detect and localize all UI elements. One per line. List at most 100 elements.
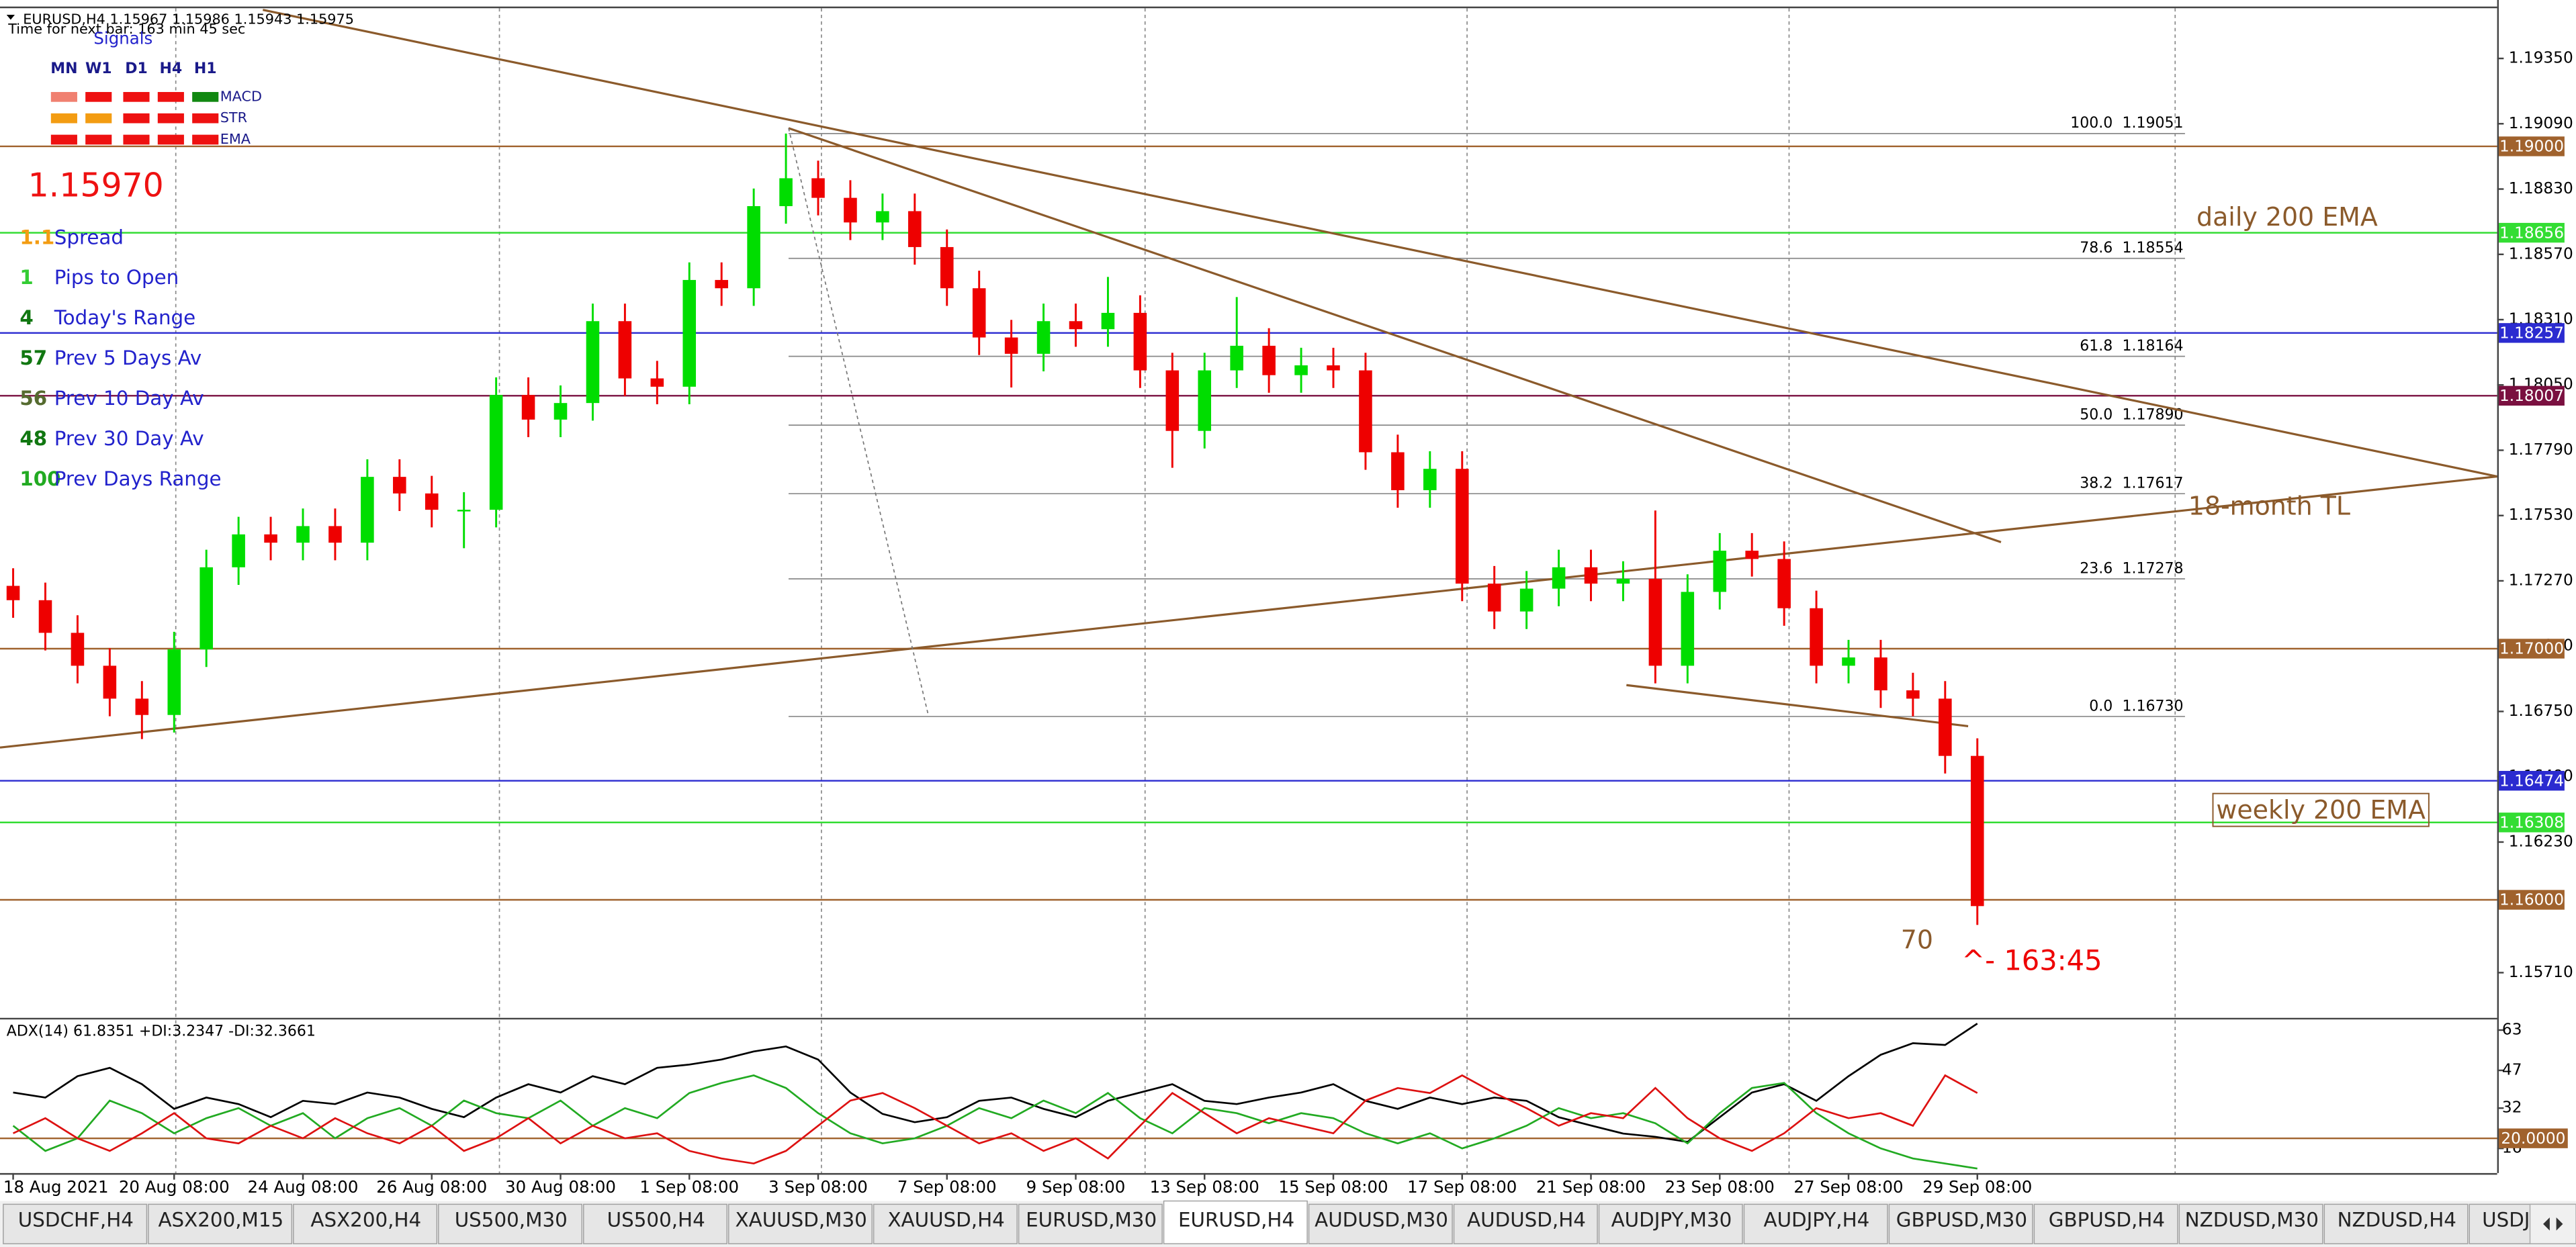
info-label: Prev Days Range: [54, 467, 222, 490]
tab-label[interactable]: NZDUSD,M30: [2185, 1208, 2319, 1231]
tab[interactable]: [438, 1203, 583, 1244]
trendline: [0, 475, 2497, 749]
fib-level: 50.0: [2080, 406, 2113, 423]
annotation: weekly 200 EMA: [2216, 795, 2426, 825]
fib-level: 23.6: [2080, 560, 2113, 577]
tab[interactable]: [1743, 1203, 1888, 1244]
tab-label[interactable]: XAUUSD,M30: [736, 1208, 867, 1231]
tab-label[interactable]: AUDUSD,M30: [1315, 1208, 1448, 1231]
tab-label[interactable]: US500,M30: [455, 1208, 568, 1231]
tab-label[interactable]: NZDUSD,H4: [2338, 1208, 2456, 1231]
tab-label[interactable]: AUDUSD,H4: [1467, 1208, 1586, 1231]
fib-level: 38.2: [2080, 475, 2113, 492]
tab[interactable]: [3, 1203, 148, 1244]
info-value: 100: [19, 467, 60, 490]
candle-body: [361, 477, 374, 543]
candle-body: [1681, 592, 1695, 666]
fib-price: 1.17617: [2122, 475, 2183, 492]
timeframe: D1: [125, 60, 148, 77]
fib-anchor-line: [788, 128, 929, 715]
info-value: 57: [19, 347, 47, 369]
fib-price: 1.18164: [2122, 338, 2183, 355]
tab[interactable]: [583, 1203, 727, 1244]
tab[interactable]: [2323, 1203, 2469, 1244]
candle-body: [6, 586, 20, 600]
candle-body: [1230, 345, 1243, 371]
candle-body: [1616, 578, 1630, 584]
tab[interactable]: [1163, 1200, 1308, 1244]
candle-body: [682, 279, 697, 387]
candle-body: [1036, 321, 1051, 354]
y-tick-label: 1.17270: [2509, 571, 2573, 589]
signal-box: [192, 134, 219, 145]
indicator-label: MACD: [220, 88, 262, 104]
level-label: 20.0000: [2501, 1129, 2565, 1148]
x-tick-label: 15 Sep 08:00: [1278, 1177, 1388, 1197]
tab-scroll-arrows: [2543, 1217, 2563, 1231]
signal-box: [192, 113, 219, 124]
signal-box: [123, 134, 150, 145]
signal-box: [50, 92, 77, 102]
signal-box: [85, 134, 112, 145]
candle-body: [457, 510, 471, 512]
timeframe: H1: [194, 60, 217, 77]
info-label: Pips to Open: [54, 266, 179, 289]
candle-body: [876, 211, 889, 223]
tab-scroll[interactable]: [2529, 1203, 2576, 1244]
fib-price: 1.19051: [2122, 115, 2183, 132]
tab[interactable]: [1018, 1203, 1163, 1244]
tab[interactable]: [1888, 1203, 2033, 1244]
tab-label[interactable]: GBPUSD,H4: [2049, 1208, 2165, 1231]
candle-body: [586, 321, 600, 404]
tab-label[interactable]: ASX200,H4: [310, 1208, 421, 1231]
header: EURUSD,H4 1.15967 1.15986 1.15943 1.1597…: [6, 11, 354, 37]
tab[interactable]: [1308, 1203, 1453, 1244]
tab[interactable]: [293, 1203, 438, 1244]
x-tick-label: 24 Aug 08:00: [248, 1177, 359, 1197]
tab[interactable]: [1453, 1203, 1598, 1244]
candle-body: [1069, 321, 1083, 330]
levels: [0, 145, 2497, 901]
info-label: Prev 10 Day Av: [54, 387, 204, 410]
level-label: 1.18257: [2499, 324, 2564, 342]
tab-label[interactable]: XAUUSD,H4: [887, 1208, 1004, 1231]
y-tick-label: 1.18570: [2509, 244, 2573, 263]
tab[interactable]: [1598, 1203, 1743, 1244]
tab[interactable]: [148, 1203, 293, 1244]
candle-body: [1455, 469, 1469, 584]
tab-label[interactable]: AUDJPY,H4: [1764, 1208, 1870, 1231]
tab-label[interactable]: GBPUSD,M30: [1896, 1208, 2027, 1231]
tab[interactable]: [2033, 1203, 2178, 1244]
candle-body: [940, 246, 954, 289]
candle-body: [1939, 698, 1952, 756]
tab-label[interactable]: US500,H4: [607, 1208, 705, 1231]
candle-body: [908, 211, 922, 247]
candle-body: [425, 493, 439, 510]
tab-label[interactable]: EURUSD,H4: [1178, 1208, 1294, 1231]
candle-body: [1004, 337, 1018, 354]
fib-price: 1.17278: [2122, 560, 2183, 577]
adx-title: ADX(14) 61.8351 +DI:3.2347 -DI:32.3661: [7, 1023, 316, 1040]
tab-label[interactable]: USDCHF,H4: [18, 1208, 134, 1231]
fib-price: 1.16730: [2122, 698, 2183, 714]
y-tick-label: 1.16750: [2509, 702, 2573, 720]
x-tick-label: 9 Sep 08:00: [1026, 1177, 1126, 1197]
tab[interactable]: [2178, 1203, 2323, 1244]
candle-body: [1842, 657, 1855, 666]
candle-body: [232, 534, 245, 567]
adx-line: [13, 1023, 1978, 1143]
tab-label[interactable]: AUDJPY,M30: [1611, 1208, 1732, 1231]
adx-panel: ADX(14) 61.8351 +DI:3.2347 -DI:32.3661: [0, 1023, 2497, 1170]
level-label: 1.19000: [2499, 138, 2564, 156]
candle-body: [135, 698, 149, 715]
trendline: [1626, 684, 1969, 727]
fib-level: 100.0: [2070, 115, 2113, 132]
tab[interactable]: [727, 1203, 873, 1244]
x-tick-label: 21 Sep 08:00: [1536, 1177, 1646, 1197]
tab-label[interactable]: EURUSD,M30: [1026, 1208, 1157, 1231]
tab[interactable]: [873, 1203, 1018, 1244]
y-tick-label: 1.15710: [2509, 963, 2573, 981]
signal-box: [50, 113, 77, 124]
tab-label[interactable]: ASX200,M15: [158, 1208, 283, 1231]
candle-body: [1519, 588, 1534, 612]
